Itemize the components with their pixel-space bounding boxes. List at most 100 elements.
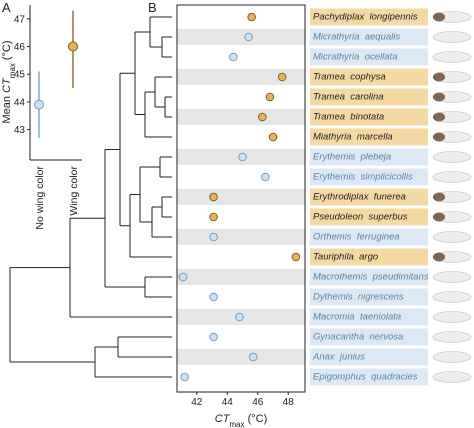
y-axis-label: Mean CTmax (°C) (1, 40, 17, 123)
wing-patch (433, 192, 445, 202)
label-background (310, 228, 428, 246)
label-background (310, 348, 428, 366)
species-label: Pachydiplax longipennis (313, 12, 418, 23)
species-label: Orthemis ferruginea (313, 232, 400, 243)
species-label: Gynacantha nervosa (313, 332, 403, 343)
wing (432, 271, 472, 283)
label-background (310, 288, 428, 306)
tree-branches (9, 16, 172, 378)
mean-point (34, 99, 44, 110)
wing-patch (433, 72, 445, 82)
x-axis-label-part: CT (215, 413, 231, 425)
y-tick-label: 46 (14, 42, 26, 53)
label-background (310, 108, 428, 126)
data-point (229, 52, 238, 62)
data-point (247, 12, 256, 22)
y-tick-label: 44 (14, 97, 26, 108)
species-label: Micrathyria ocellata (313, 52, 397, 63)
label-background (310, 268, 428, 286)
row-band (177, 229, 305, 245)
data-point (258, 112, 267, 122)
row-band (177, 69, 305, 85)
label-background (310, 128, 428, 146)
data-point (209, 232, 218, 242)
data-point (180, 372, 189, 382)
row-band (177, 269, 305, 285)
x-tick-label: 46 (252, 397, 264, 408)
species-label: Erythemis plebeja (313, 152, 391, 163)
x-tick-label: No wing color (34, 166, 46, 230)
row-band (177, 349, 305, 365)
species-label: Macrothemis pseudimitans (313, 272, 429, 283)
wing (432, 311, 472, 323)
label-background (310, 88, 428, 106)
x-tick-label: 48 (283, 397, 295, 408)
y-tick-label: 45 (14, 70, 26, 81)
data-point (178, 272, 188, 282)
species-label: Erythemis simplicicollis (313, 172, 413, 183)
x-axis-label-part: max (229, 420, 244, 428)
wing (432, 351, 472, 363)
wing (432, 171, 472, 183)
data-point (268, 132, 278, 142)
wing-images (432, 11, 472, 383)
row-band (177, 109, 305, 125)
phylogeny (9, 16, 172, 378)
species-label: Tauriphila argo (313, 252, 378, 263)
y-tick-label: 43 (14, 125, 26, 136)
label-background (310, 188, 428, 206)
y-axis-label-part: Mean (1, 93, 13, 124)
data-point (248, 352, 258, 362)
wing (432, 51, 472, 63)
label-background (310, 28, 428, 46)
y-tick-label: 47 (14, 14, 26, 25)
label-background (310, 8, 428, 26)
y-axis-label-part: CT (1, 77, 13, 93)
label-background (310, 148, 428, 166)
species-label: Miathyria marcella (313, 132, 393, 143)
species-label: Tramea cophysa (313, 72, 386, 83)
data-point (235, 312, 244, 322)
species-label: Macromia taeniolata (313, 312, 401, 323)
x-tick-label: Wing color (68, 166, 80, 216)
row-band (177, 189, 305, 205)
data-point (261, 172, 270, 182)
species-label: Dythemis nigrescens (313, 292, 404, 303)
row-band (177, 29, 305, 45)
label-background (310, 328, 428, 346)
wing-patch (433, 12, 445, 22)
wing (432, 371, 472, 383)
label-background (310, 208, 428, 226)
wing-patch (433, 212, 445, 222)
wing (432, 231, 472, 243)
data-point (209, 332, 218, 342)
wing-patch (433, 92, 445, 102)
x-tick-label: 44 (222, 397, 234, 408)
species-label: Micrathyria aequalis (313, 32, 400, 43)
wing-patch (433, 132, 445, 142)
data-point (209, 292, 218, 302)
data-point (277, 72, 287, 82)
plot-frame (176, 4, 306, 393)
data-point (209, 192, 218, 202)
label-background (310, 248, 428, 266)
data-point (238, 152, 247, 162)
species-label: Epigomphus quadracies (313, 372, 418, 383)
wing (432, 291, 472, 303)
x-tick-label: 42 (191, 397, 203, 408)
panel-label: A (2, 0, 11, 15)
data-point (291, 252, 301, 262)
species-label: Erythrodiplax funerea (313, 192, 406, 203)
panel-label: B (148, 0, 157, 15)
species-label: Tramea binotata (313, 112, 384, 123)
label-background (310, 168, 428, 186)
label-background (310, 368, 428, 386)
y-axis-label-part: max (8, 63, 17, 78)
wing (432, 151, 472, 163)
species-label: Anax junius (312, 352, 365, 363)
mean-point (68, 41, 78, 52)
label-background (310, 48, 428, 66)
label-background (310, 68, 428, 86)
wing (432, 331, 472, 343)
